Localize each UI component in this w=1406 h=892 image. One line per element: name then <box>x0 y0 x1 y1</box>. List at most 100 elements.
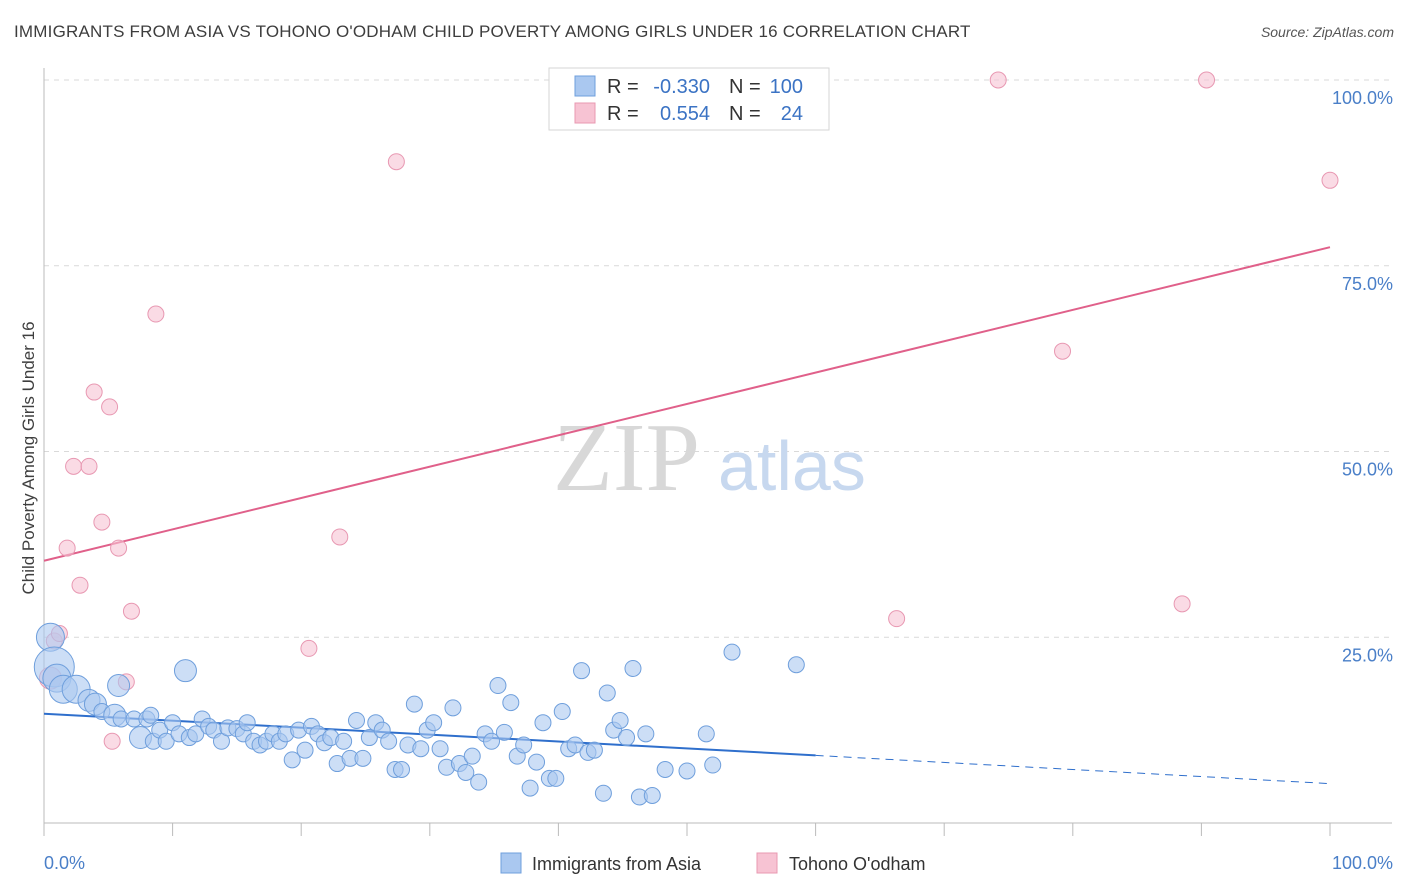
point-tohono <box>331 528 349 546</box>
point-asia <box>380 732 398 750</box>
x-tick-label: 0.0% <box>44 853 85 873</box>
x-tick-labels: 0.0% 100.0% <box>44 853 1393 873</box>
point-asia <box>238 714 256 732</box>
point-asia <box>489 677 507 695</box>
bottom-legend-label-asia: Immigrants from Asia <box>532 854 702 874</box>
trend-lines <box>43 246 1331 785</box>
legend-n-label-asia: N = <box>729 76 761 98</box>
point-asia <box>678 762 696 780</box>
point-asia <box>354 749 372 767</box>
source-credit: Source: ZipAtlas.com <box>1260 24 1394 40</box>
axes <box>43 68 1392 836</box>
point-asia <box>157 732 175 750</box>
point-asia <box>787 656 805 674</box>
y-tick-label: 25.0% <box>1342 645 1393 665</box>
point-tohono <box>85 383 103 401</box>
point-asia <box>360 729 378 747</box>
point-asia <box>594 784 612 802</box>
point-asia <box>611 711 629 729</box>
legend-n-label-tohono: N = <box>729 103 761 125</box>
point-asia <box>585 741 603 759</box>
point-asia <box>405 695 423 713</box>
point-tohono <box>122 602 140 620</box>
point-asia <box>483 732 501 750</box>
legend-r-value-tohono: 0.554 <box>660 103 710 125</box>
y-tick-label: 75.0% <box>1342 274 1393 294</box>
point-asia <box>470 773 488 791</box>
point-asia <box>495 723 513 741</box>
point-asia <box>412 740 430 758</box>
point-asia <box>528 753 546 771</box>
grid-lines <box>44 79 1392 638</box>
point-tohono <box>110 539 128 557</box>
point-asia <box>534 714 552 732</box>
point-asia <box>637 725 655 743</box>
point-tohono <box>1198 71 1216 89</box>
point-tohono <box>103 732 121 750</box>
legend-n-value-asia: 100 <box>770 76 803 98</box>
legend-r-label-asia: R = <box>607 76 639 98</box>
point-asia <box>283 751 301 769</box>
point-asia <box>723 643 741 661</box>
trend-line-asia-extrapolated <box>815 754 1331 785</box>
y-tick-label: 50.0% <box>1342 460 1393 480</box>
point-tohono <box>93 513 111 531</box>
point-asia <box>296 741 314 759</box>
point-asia <box>173 659 197 683</box>
point-tohono <box>989 71 1007 89</box>
legend-n-value-tohono: 24 <box>781 103 803 125</box>
x-tick-label: 100.0% <box>1332 853 1393 873</box>
point-tohono <box>101 398 119 416</box>
point-asia <box>515 736 533 754</box>
point-asia <box>618 729 636 747</box>
point-asia <box>704 756 722 774</box>
bottom-legend-label-tohono: Tohono O'odham <box>789 854 926 874</box>
point-asia <box>624 659 642 677</box>
trend-line-tohono <box>43 246 1331 562</box>
legend-swatch-asia <box>574 75 596 97</box>
point-asia <box>547 769 565 787</box>
point-asia <box>697 725 715 743</box>
point-tohono <box>147 305 165 323</box>
point-tohono <box>1321 171 1339 189</box>
legend-box: R = -0.330 N = 100 R = 0.554 N = 24 <box>548 67 830 131</box>
point-tohono <box>65 457 83 475</box>
legend-r-value-asia: -0.330 <box>653 76 710 98</box>
point-asia <box>431 740 449 758</box>
point-asia <box>425 714 443 732</box>
point-tohono <box>71 576 89 594</box>
y-axis-label: Child Poverty Among Girls Under 16 <box>19 321 38 594</box>
point-tohono <box>300 639 318 657</box>
point-asia <box>107 674 131 698</box>
point-tohono <box>80 457 98 475</box>
bottom-legend-swatch-asia <box>500 852 522 874</box>
point-tohono <box>1173 595 1191 613</box>
point-asia <box>566 736 584 754</box>
point-asia <box>643 787 661 805</box>
point-asia <box>347 711 365 729</box>
point-asia <box>142 706 160 724</box>
legend-swatch-tohono <box>574 102 596 124</box>
point-asia <box>521 779 539 797</box>
point-asia <box>393 761 411 779</box>
y-tick-label: 100.0% <box>1332 88 1393 108</box>
bottom-legend: Immigrants from Asia Tohono O'odham <box>500 852 926 874</box>
y-tick-labels: 25.0% 50.0% 75.0% 100.0% <box>1332 88 1393 665</box>
point-tohono <box>1054 342 1072 360</box>
legend-r-label-tohono: R = <box>607 103 639 125</box>
point-tohono <box>387 153 405 171</box>
point-asia <box>502 694 520 712</box>
point-asia <box>656 761 674 779</box>
point-asia <box>553 703 571 721</box>
point-tohono <box>58 539 76 557</box>
scatter-points <box>33 71 1339 806</box>
point-asia <box>444 699 462 717</box>
bottom-legend-swatch-tohono <box>756 852 778 874</box>
point-asia <box>598 684 616 702</box>
watermark-zip: ZIP <box>553 404 700 512</box>
point-asia <box>335 732 353 750</box>
point-asia <box>463 747 481 765</box>
watermark-atlas: atlas <box>718 427 866 505</box>
chart-title: IMMIGRANTS FROM ASIA VS TOHONO O'ODHAM C… <box>14 22 971 41</box>
